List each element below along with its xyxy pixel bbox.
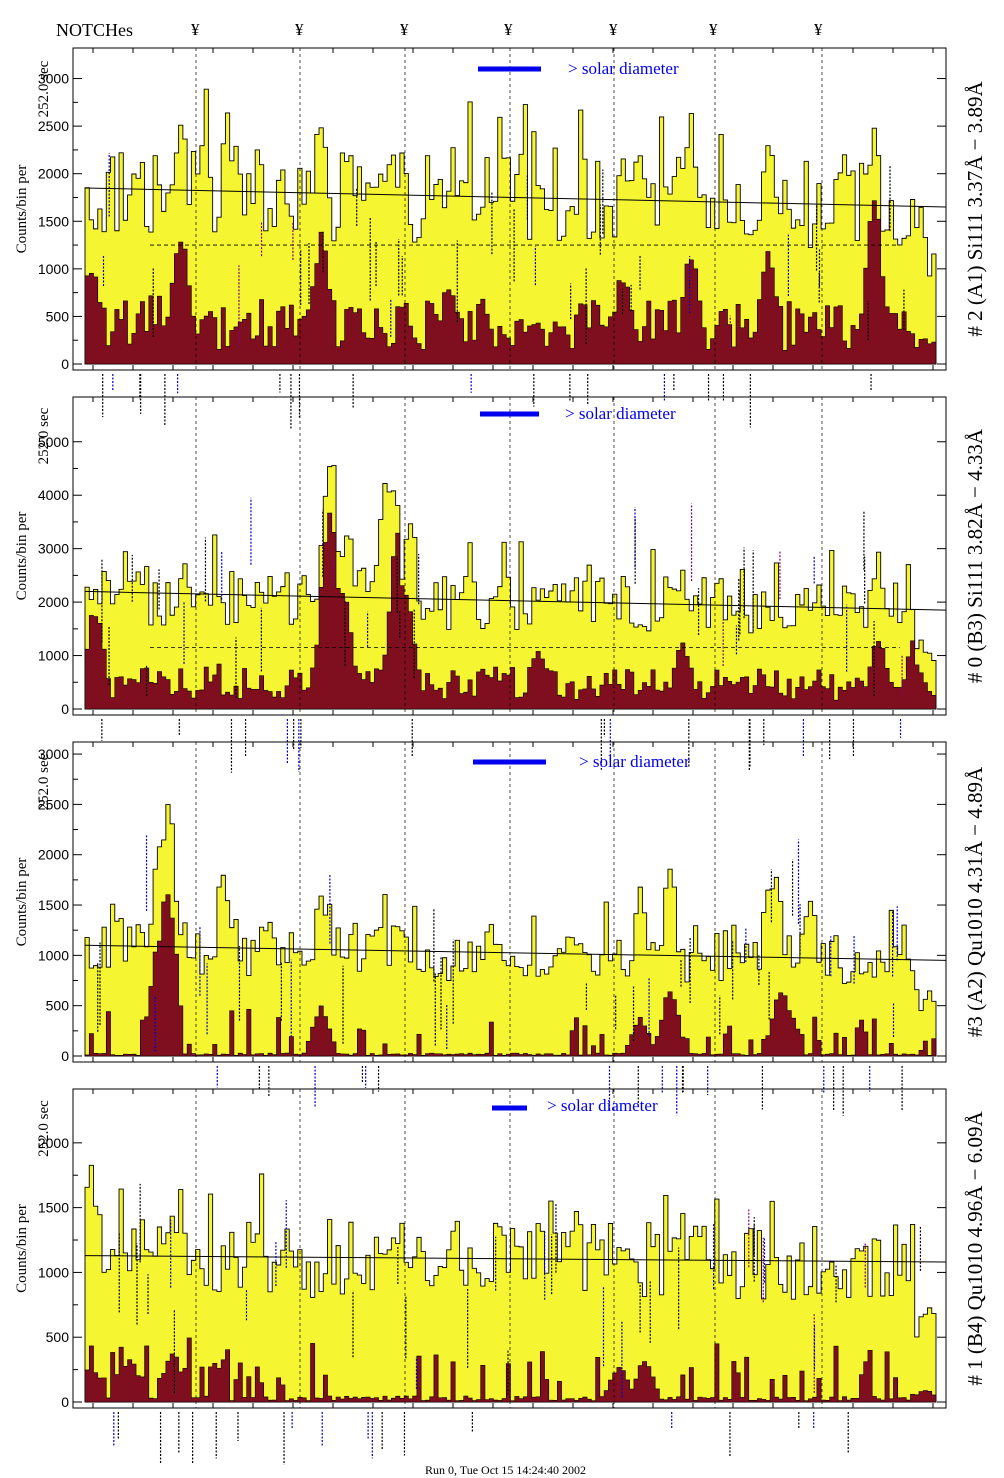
baseline-trend-line [84, 590, 947, 611]
y-tick-label: 3000 [38, 746, 69, 762]
y-tick-label: 4000 [38, 487, 69, 503]
panel-title: # 1 (B4) Qu1010 4.96Å − 6.09Å [963, 1111, 987, 1386]
y-tick-label: 0 [61, 701, 69, 717]
y-axis-time-label: 252.0 sec [36, 60, 52, 117]
y-axis-label: Counts/bin per [14, 165, 30, 254]
y-tick-label: 2500 [38, 118, 69, 134]
run-footer: Run 0, Tue Oct 15 14:24:40 2002 [425, 1463, 587, 1477]
notch-marker: ¥ [400, 20, 409, 39]
y-tick-label: 1500 [38, 213, 69, 229]
dark-counts-histogram [84, 200, 937, 365]
plot-frame [72, 741, 947, 1063]
notch-marker: ¥ [814, 20, 823, 39]
notches-label: NOTCHes [56, 20, 133, 40]
y-tick-label: 2500 [38, 796, 69, 812]
y-tick-label: 2000 [38, 594, 69, 610]
baseline-trend-line [84, 1255, 947, 1263]
plot-frame [72, 396, 947, 716]
plot-frame [72, 1088, 947, 1409]
y-tick-label: 5000 [38, 434, 69, 450]
y-axis-label: Counts/bin per [14, 1204, 30, 1293]
total-counts-histogram [84, 88, 937, 365]
solar-diameter-label: > solar diameter [579, 752, 690, 771]
y-tick-label: 1500 [38, 897, 69, 913]
y-tick-label: 2000 [38, 166, 69, 182]
total-counts-histogram [84, 804, 937, 1057]
y-tick-label: 500 [46, 1329, 70, 1345]
y-tick-label: 0 [61, 1048, 69, 1064]
dark-counts-histogram [84, 512, 937, 710]
y-tick-label: 1000 [38, 261, 69, 277]
y-tick-label: 3000 [38, 71, 69, 87]
y-tick-label: 0 [61, 1394, 69, 1410]
solar-diameter-label: > solar diameter [547, 1096, 658, 1115]
total-counts-histogram [84, 1164, 937, 1403]
y-tick-label: 1500 [38, 1200, 69, 1216]
baseline-trend-line [84, 944, 947, 961]
chart-panel: 0 1000 2000 3000 4000 5000 Counts/bin per 252.0… [14, 396, 987, 773]
y-tick-label: 2000 [38, 1135, 69, 1151]
baseline-trend-line [84, 187, 947, 208]
y-tick-label: 500 [46, 308, 70, 324]
y-tick-label: 1000 [38, 1264, 69, 1280]
notch-marker: ¥ [709, 20, 718, 39]
dark-counts-histogram [84, 894, 937, 1057]
panel-title: # 2 (A1) Si111 3.37Å − 3.89Å [963, 81, 987, 337]
y-tick-label: 1000 [38, 947, 69, 963]
y-tick-label: 500 [46, 998, 70, 1014]
y-axis-time-label: 252.0 sec [36, 1100, 52, 1157]
y-tick-label: 1000 [38, 648, 69, 664]
y-axis-label: Counts/bin per [14, 512, 30, 601]
dark-counts-histogram [84, 1337, 937, 1403]
notch-marker: ¥ [295, 20, 304, 39]
y-tick-label: 2000 [38, 847, 69, 863]
notch-marker: ¥ [191, 20, 200, 39]
chart-panel: 0 500 1000 1500 2000 2500 3000 Counts/bin per 25… [14, 47, 987, 429]
panel-title: # 0 (B3) Si111 3.82Å − 4.33Å [963, 428, 987, 683]
plot-frame [72, 47, 947, 371]
solar-diameter-label: > solar diameter [565, 404, 676, 423]
notch-marker: ¥ [504, 20, 513, 39]
y-tick-label: 0 [61, 356, 69, 372]
panel-title: #3 (A2) Qu1010 4.31Å − 4.89Å [963, 766, 987, 1037]
chart-panel: 0 500 1000 1500 2000 Counts/bin per 252.0 sec #… [14, 1088, 987, 1465]
y-axis-time-label: 252.0 sec [36, 407, 52, 464]
chart-panel: 0 500 1000 1500 2000 2500 3000 Counts/bin per 25… [14, 741, 987, 1116]
y-tick-label: 3000 [38, 541, 69, 557]
y-axis-label: Counts/bin per [14, 858, 30, 947]
notch-marker: ¥ [609, 20, 618, 39]
y-axis-time-label: 252.0 sec [36, 753, 52, 810]
solar-diameter-label: > solar diameter [568, 59, 679, 78]
